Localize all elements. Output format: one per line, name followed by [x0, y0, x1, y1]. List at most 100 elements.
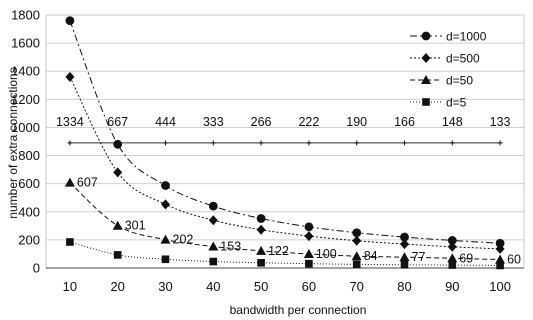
series-line	[69, 76, 501, 250]
data-label: 60	[507, 253, 521, 267]
y-tick-label: 400	[18, 204, 40, 219]
data-point	[352, 260, 361, 269]
y-tick-label: 1200	[11, 92, 40, 107]
data-point	[112, 220, 123, 230]
series-d=500	[65, 71, 505, 254]
reference-point	[354, 140, 360, 146]
series-d=50	[64, 177, 506, 264]
data-point	[400, 232, 409, 242]
y-tick-label: 600	[18, 176, 40, 191]
data-point	[447, 253, 458, 263]
reference-label: 266	[251, 115, 272, 129]
reference-point	[67, 140, 73, 146]
data-point	[65, 16, 75, 26]
reference-point	[449, 140, 455, 146]
data-point	[448, 261, 457, 269]
reference-label: 148	[442, 115, 463, 129]
data-point	[495, 238, 505, 248]
reference-label: 166	[394, 115, 415, 129]
data-point	[65, 71, 75, 82]
reference-point	[210, 140, 216, 146]
data-label: 100	[316, 247, 337, 261]
legend-marker	[421, 75, 431, 84]
x-tick-label: 10	[63, 279, 77, 294]
data-point	[303, 248, 314, 258]
reference-point	[306, 140, 312, 146]
legend-label: d=5	[446, 96, 467, 110]
data-point	[161, 181, 170, 190]
x-tick-label: 40	[206, 279, 220, 294]
x-tick-label: 90	[445, 279, 459, 294]
data-point	[304, 222, 314, 232]
x-axis-title: bandwidth per connection	[230, 303, 367, 317]
series-group	[64, 16, 506, 270]
axes: 0 200 400 600 800 1000 1200 1400 1600 1800 10 20 30 4…	[11, 8, 525, 294]
data-point	[352, 235, 362, 246]
series-line	[69, 182, 501, 261]
x-tick-label: 30	[158, 279, 172, 294]
data-label: 607	[77, 176, 98, 190]
data-point	[400, 260, 409, 269]
data-point	[351, 251, 362, 261]
data-point	[209, 257, 218, 266]
y-tick-label: 1400	[11, 64, 40, 79]
legend-marker	[422, 98, 430, 106]
x-tick-label: 60	[302, 279, 316, 294]
data-point	[256, 245, 267, 255]
reference-label: 333	[203, 115, 224, 129]
data-point	[304, 231, 314, 242]
legend-marker	[421, 53, 431, 63]
data-point	[495, 243, 505, 254]
reference-point	[402, 140, 407, 146]
data-point	[208, 201, 218, 211]
legend-item: d=1000	[410, 30, 487, 44]
reference-label: 222	[298, 115, 319, 129]
reference-label: 444	[155, 115, 176, 129]
data-point	[352, 228, 362, 238]
data-label: 84	[364, 249, 378, 263]
data-point	[160, 234, 171, 244]
data-point	[161, 199, 170, 210]
y-tick-label: 200	[18, 232, 40, 247]
data-point	[495, 254, 506, 264]
y-tick-label: 1800	[11, 8, 40, 23]
legend: d=1000 d=500 d=50 d=5	[410, 30, 487, 110]
series-line	[69, 241, 501, 266]
series-line	[69, 20, 501, 244]
data-point	[161, 255, 170, 264]
y-tick-label: 1600	[11, 36, 40, 51]
legend-label: d=50	[446, 74, 473, 88]
data-point	[257, 258, 265, 267]
reference-point	[497, 140, 503, 146]
data-point	[64, 177, 75, 187]
data-point	[305, 259, 313, 268]
data-point	[496, 261, 504, 270]
data-point	[113, 167, 123, 178]
x-tick-label: 50	[254, 279, 268, 294]
y-tick-label: 800	[18, 148, 40, 163]
annotations-group: 607 301 202 153 122 100 84 77 69 60	[77, 176, 521, 267]
series-d=5	[66, 238, 504, 270]
x-tick-label: 100	[489, 279, 511, 294]
reference-line-group: 1334 667 444 333 266 222 190 166 148 133	[56, 115, 511, 146]
data-label: 301	[125, 219, 146, 233]
reference-label: 667	[107, 115, 128, 129]
x-tick-label: 70	[349, 279, 363, 294]
data-label: 202	[173, 233, 194, 247]
data-point	[208, 215, 218, 226]
data-point	[447, 236, 457, 245]
reference-label: 133	[490, 115, 511, 129]
legend-item: d=50	[410, 74, 473, 88]
data-point	[66, 238, 74, 246]
reference-point	[163, 140, 168, 146]
legend-label: d=1000	[446, 30, 487, 44]
data-point	[256, 224, 266, 235]
y-tick-label: 1000	[11, 120, 40, 135]
data-point	[400, 239, 409, 250]
y-axis-title: number of extra connections	[6, 67, 20, 218]
y-tick-label: 0	[33, 261, 40, 276]
data-label: 122	[268, 244, 289, 258]
data-point	[113, 139, 123, 149]
legend-item: d=5	[410, 96, 467, 110]
